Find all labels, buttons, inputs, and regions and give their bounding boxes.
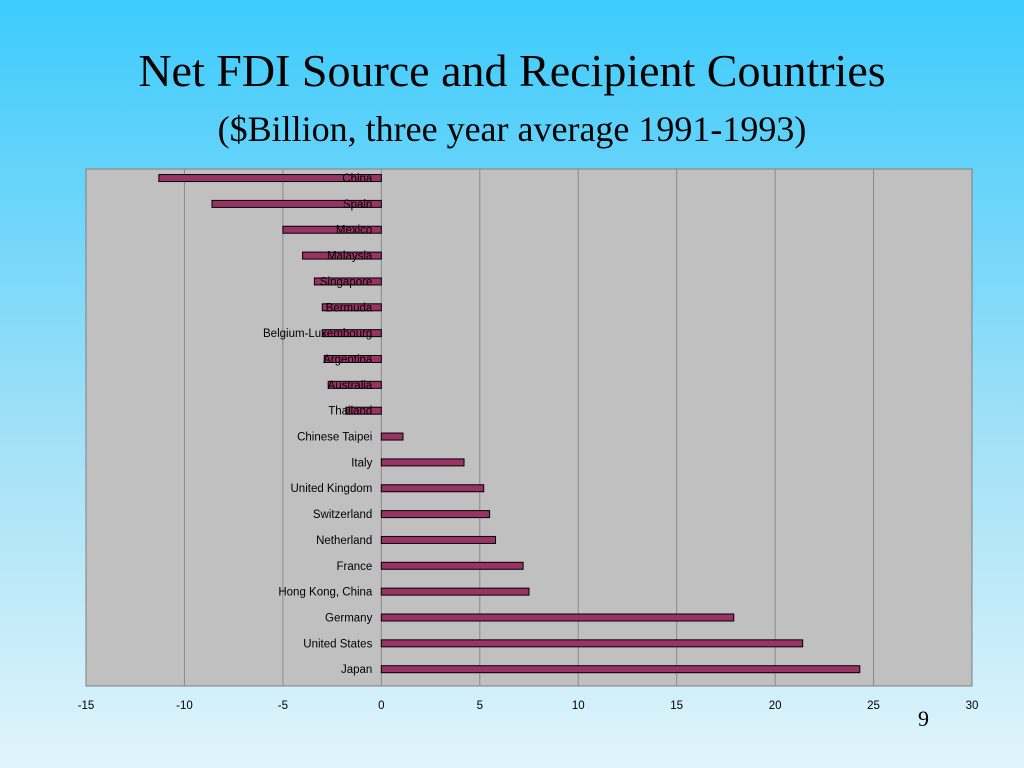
category-label: Argentina: [323, 354, 373, 366]
bar-switzerland: [380, 510, 491, 519]
category-label: Japan: [341, 664, 372, 676]
bar-australia: [327, 380, 382, 389]
x-tick-label: -5: [278, 700, 288, 712]
bar-italy: [380, 458, 465, 467]
bar-united-kingdom: [380, 484, 485, 493]
bar-netherland: [380, 535, 497, 544]
category-label: United States: [303, 638, 372, 650]
bar-chinese-taipei: [380, 432, 404, 441]
bar-singapore: [313, 277, 382, 286]
x-tick-label: 30: [966, 700, 979, 712]
category-label: Australia: [328, 380, 373, 392]
x-tick-label: 15: [670, 700, 683, 712]
bar-japan: [380, 665, 861, 674]
x-tick-label: 10: [572, 700, 585, 712]
category-label: Spain: [343, 199, 372, 211]
bar-argentina: [323, 354, 382, 363]
category-label: China: [342, 173, 373, 185]
slide-title: Net FDI Source and Recipient Countries: [138, 45, 886, 96]
x-tick-label: 0: [378, 700, 384, 712]
bar-malaysia: [302, 251, 382, 260]
category-label: France: [337, 561, 373, 573]
bar-belgium-luxembourg: [321, 329, 382, 338]
bar-china: [158, 174, 382, 183]
bar-france: [380, 561, 524, 570]
category-label: Chinese Taipei: [297, 432, 372, 444]
bar-hong-kong-china: [380, 587, 530, 596]
x-tick-label: 25: [867, 700, 880, 712]
category-label: Thailand: [328, 406, 372, 418]
category-label: Singapore: [320, 276, 372, 288]
plot-area: [85, 168, 973, 687]
bar-thailand: [345, 406, 382, 415]
category-label: Germany: [325, 612, 373, 624]
category-label: United Kingdom: [291, 483, 373, 495]
bar-germany: [380, 613, 735, 622]
category-labels: China Spain Mexico Malaysia Singapore Bermuda…: [263, 173, 373, 676]
bar-spain: [211, 199, 382, 208]
category-label: Bermuda: [326, 302, 373, 314]
slide-subtitle: ($Billion, three year average 1991-1993): [217, 109, 807, 149]
x-tick-label: 20: [769, 700, 782, 712]
category-label: Belgium-Luxembourg: [263, 328, 372, 340]
bar-bermuda: [321, 303, 382, 312]
bar-mexico: [282, 225, 382, 234]
bar-united-states: [380, 639, 804, 648]
x-tick-label: -10: [176, 700, 193, 712]
x-tick-label: 5: [477, 700, 483, 712]
category-label: Netherland: [316, 535, 372, 547]
category-label: Italy: [351, 457, 372, 469]
category-label: Mexico: [336, 225, 372, 237]
bars: [158, 174, 861, 674]
category-label: Hong Kong, China: [278, 587, 373, 599]
gridlines: [183, 169, 875, 686]
x-tick-label: -15: [78, 700, 95, 712]
category-label: Malaysia: [327, 251, 373, 263]
page-number: 9: [918, 706, 929, 731]
x-axis-tick-labels: -15 -10 -5 0 5 10 15 20 25 30: [78, 700, 979, 712]
category-label: Switzerland: [313, 509, 372, 521]
